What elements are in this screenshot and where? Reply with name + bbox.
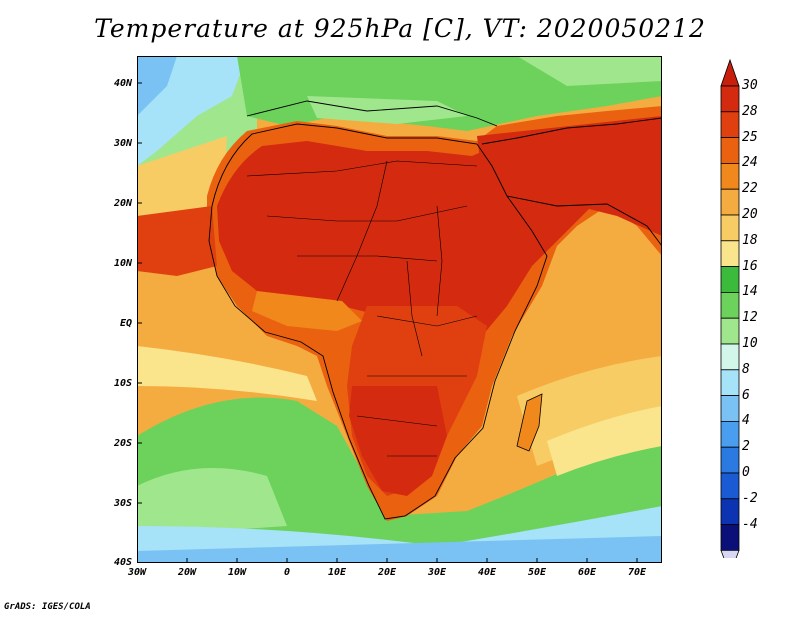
lat-label-40n: 40N (113, 78, 132, 89)
arabia-coast (481, 117, 662, 247)
lat-label-10n: 10N (113, 258, 132, 269)
lon-label-10e: 10E (327, 567, 347, 578)
lon-label-70e: 70E (627, 567, 647, 578)
gulf-guinea-orange (252, 291, 362, 331)
color-bar-label: 24 (742, 155, 758, 171)
color-bar-swatch (720, 395, 740, 422)
color-bar-swatch (720, 472, 740, 500)
color-bar-label: 14 (742, 284, 758, 300)
lat-label-40s: 40S (113, 557, 132, 568)
map-frame (137, 56, 662, 563)
lon-label-0: 0 (283, 567, 291, 578)
lon-label-30w: 30W (127, 567, 147, 578)
map-title: Temperature at 925hPa [C], VT: 202005021… (94, 14, 706, 43)
color-bar-swatch (720, 446, 740, 474)
lon-label-40e: 40E (477, 567, 497, 578)
color-bar-bottom-arrow (720, 549, 740, 558)
color-bar-label: 2 (742, 439, 750, 455)
temperature-map (137, 56, 662, 563)
lat-label-20s: 20S (113, 438, 132, 449)
indian-light (547, 406, 662, 476)
color-bar-swatch (720, 266, 740, 293)
madagascar (517, 394, 542, 451)
europe-pale (517, 56, 662, 86)
west-atlantic-hot (137, 206, 217, 276)
lon-label-30e: 30E (427, 567, 447, 578)
lon-label-60e: 60E (577, 567, 597, 578)
color-bar-swatch (720, 137, 740, 164)
atlantic-light-band (137, 346, 317, 401)
southern-africa-core (349, 386, 447, 496)
color-bar-label: 20 (742, 207, 758, 222)
color-bar-label: 4 (742, 413, 750, 429)
lat-label-10s: 10S (113, 378, 132, 389)
color-bar-swatch (720, 291, 740, 319)
color-bar-swatch (720, 343, 740, 371)
color-bar-swatch (720, 188, 740, 216)
color-bar-swatch (720, 214, 740, 242)
color-bar-label: 0 (742, 465, 750, 480)
lat-label-30s: 30S (113, 498, 132, 509)
color-bar-swatch (720, 498, 740, 525)
lat-label-eq: EQ (119, 318, 132, 329)
color-bar-swatch (720, 369, 740, 396)
madagascar-coast (516, 393, 543, 452)
color-bar-label: 18 (742, 232, 758, 248)
lon-label-50e: 50E (527, 567, 547, 578)
color-bar-swatch (720, 240, 740, 268)
footer-credit: GrADS: IGES/COLA (4, 602, 91, 612)
mediterranean-coast (246, 100, 498, 127)
color-bar (720, 58, 740, 558)
south-ocean-deep (137, 536, 662, 563)
color-bar-top-arrow (720, 58, 740, 87)
color-bar-label: 22 (742, 181, 758, 197)
color-bar-swatch (720, 317, 740, 345)
north-atlantic-pale (137, 56, 177, 116)
south-ocean-pale (137, 468, 287, 536)
color-bar-label: 30 (742, 78, 758, 93)
color-bar-label: 10 (742, 336, 758, 351)
lat-label-30n: 30N (113, 138, 132, 149)
color-bar-label: 12 (742, 310, 758, 326)
color-bar-label: 6 (742, 387, 750, 403)
map-ticks (137, 82, 638, 563)
africa-coastline (208, 123, 548, 520)
arabia-hot (477, 116, 662, 236)
color-bar-swatch (720, 420, 740, 448)
color-bar-label: -2 (742, 490, 758, 506)
color-bar-swatch (720, 163, 740, 190)
color-bar-label: 16 (742, 258, 758, 274)
color-bar-label: 25 (742, 129, 758, 145)
country-borders (246, 160, 478, 457)
lon-label-20w: 20W (177, 567, 197, 578)
color-bar-swatch (720, 85, 740, 113)
lon-label-10w: 10W (227, 567, 247, 578)
lon-label-20e: 20E (377, 567, 397, 578)
color-bar-label: -4 (742, 516, 758, 532)
color-bar-label: 8 (742, 361, 750, 377)
color-bar-swatch (720, 111, 740, 138)
color-bar-swatch (720, 524, 740, 551)
color-bar-label: 28 (742, 103, 758, 119)
lat-label-20n: 20N (113, 198, 132, 209)
